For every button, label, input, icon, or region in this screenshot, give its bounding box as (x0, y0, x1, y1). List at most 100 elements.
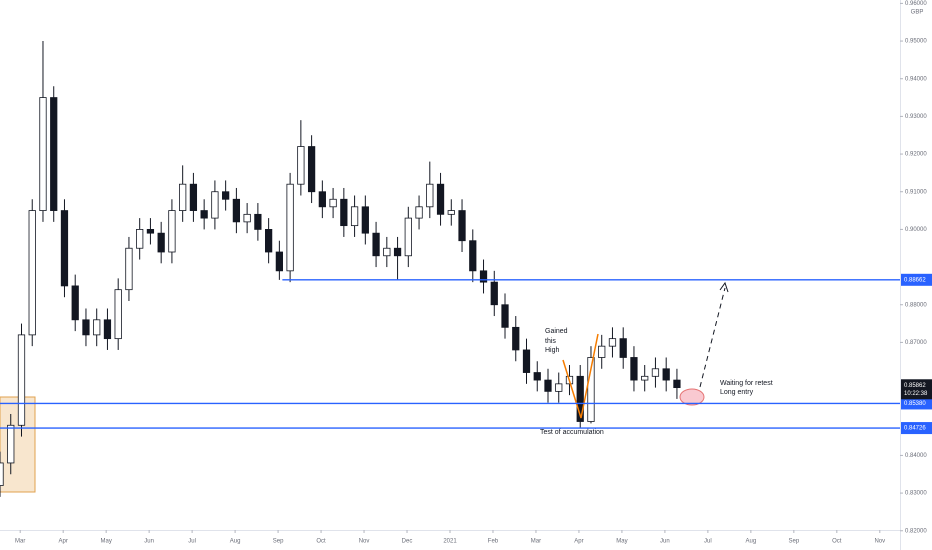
y-tick-label: 0.96000 (905, 1, 927, 7)
annotation: Long entry (720, 389, 754, 396)
candle-body (114, 289, 122, 340)
candle-body (383, 247, 391, 257)
candle-body (307, 146, 316, 193)
y-tick-label: 0.91000 (905, 189, 927, 195)
x-tick-label: Oct (316, 539, 326, 545)
candle-body (146, 229, 155, 234)
level-label: 0.88662 (904, 277, 926, 283)
level-label-bg (901, 397, 932, 410)
x-tick-label: Jul (704, 539, 712, 545)
y-tick-label: 0.92000 (905, 152, 927, 158)
candle-body (447, 210, 455, 215)
x-tick-label: Mar (531, 539, 541, 545)
candle-body (372, 232, 380, 257)
candle-body (60, 210, 69, 287)
candle-body (297, 146, 305, 185)
annotation: Waiting for retest (720, 380, 773, 387)
arrow-head (719, 281, 729, 293)
annotation: High (545, 347, 560, 354)
candle-body (619, 338, 627, 358)
x-tick-label: Aug (746, 539, 757, 545)
candle-body (82, 319, 90, 336)
candle-body (7, 424, 15, 464)
candle-body (662, 368, 670, 381)
level-label-bg (901, 422, 932, 435)
x-tick-label: Nov (359, 539, 370, 545)
candle-body (157, 232, 165, 253)
candle-body (254, 213, 262, 230)
candle-body (200, 210, 208, 219)
candle-body (93, 319, 101, 336)
candle-body (436, 183, 445, 215)
candle-body (630, 357, 638, 381)
candle-body (0, 462, 4, 486)
x-tick-label: Sep (788, 539, 799, 545)
candle-body (651, 368, 660, 377)
y-tick-label: 0.95000 (905, 39, 927, 45)
candle-body (125, 247, 133, 291)
x-tick-label: Sep (273, 539, 284, 545)
candle-body (243, 213, 251, 223)
candle-body (168, 210, 176, 253)
annotation: this (545, 338, 556, 345)
accumulation-box (0, 396, 36, 493)
y-tick-label: 0.82000 (905, 528, 927, 534)
candle-body (136, 229, 144, 249)
candle-body (576, 375, 584, 422)
y-tick-label: 0.93000 (905, 114, 927, 120)
candle-body (39, 97, 47, 211)
candle-body (286, 183, 294, 272)
candle-body (469, 240, 477, 272)
level-label-bg (901, 273, 932, 286)
x-tick-label: Feb (488, 539, 499, 545)
candle-body (361, 206, 369, 234)
candle-body (329, 198, 337, 208)
candle-body (103, 319, 112, 340)
x-tick-label: Apr (59, 539, 68, 545)
candle-body (426, 183, 434, 208)
candle-body (265, 229, 273, 253)
annotation: Test of accumulation (540, 429, 604, 436)
candle-body (211, 191, 219, 219)
v-drawing (562, 333, 599, 419)
x-tick-label: May (616, 539, 627, 545)
candle-body (608, 338, 617, 347)
candle-body (479, 270, 488, 283)
candle-body (350, 206, 359, 227)
plot (0, 41, 681, 497)
x-tick-label: Mar (15, 539, 25, 545)
y-tick-label: 0.83000 (905, 491, 927, 497)
candle-body (71, 285, 79, 321)
candle-body (533, 372, 541, 381)
candle-body (17, 334, 26, 426)
x-tick-label: Jun (144, 539, 154, 545)
candle-body (50, 97, 58, 211)
candle-body (340, 198, 348, 227)
candle-body (404, 217, 412, 257)
candle-body (555, 383, 563, 392)
y-tick-label: 0.90000 (905, 227, 927, 233)
candle-body (641, 375, 649, 381)
candle-body (415, 206, 423, 219)
candle-body (598, 345, 606, 358)
candle-body (179, 183, 187, 211)
candle-body (587, 357, 595, 422)
candle-body (490, 281, 498, 306)
x-tick-label: Aug (230, 539, 241, 545)
y-tick-label: 0.88000 (905, 302, 927, 308)
y-tick-label: 0.87000 (905, 340, 927, 346)
candle-body (393, 247, 402, 257)
candle-body (458, 210, 466, 242)
candle-body (275, 251, 283, 272)
y-tick-label: 0.94000 (905, 76, 927, 82)
candle-body (189, 183, 198, 211)
annotation: Gained (545, 328, 568, 335)
last-price: 0.85862 (904, 383, 926, 389)
x-tick-label: Apr (574, 539, 583, 545)
x-tick-label: Jul (188, 539, 196, 545)
candle-body (28, 210, 36, 336)
currency: GBP (911, 10, 924, 16)
x-tick-label: Oct (832, 539, 842, 545)
candle-body (512, 326, 520, 351)
